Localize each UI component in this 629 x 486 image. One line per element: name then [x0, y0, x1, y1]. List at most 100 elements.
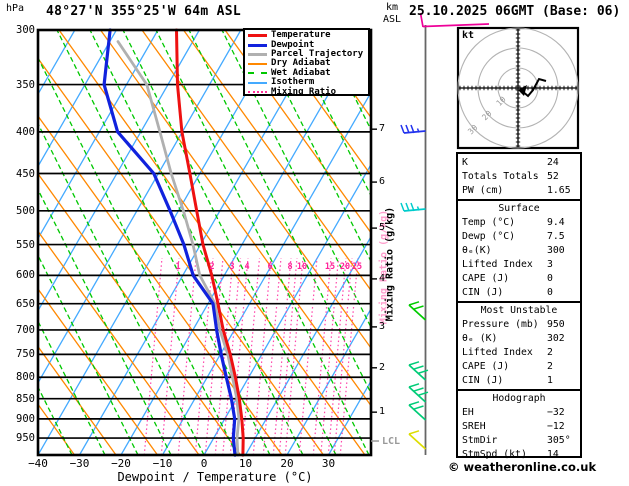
x-axis-title: Dewpoint / Temperature (°C) — [117, 470, 313, 484]
legend-item-wet-adiabat: Wet Adiabat — [248, 67, 368, 78]
hodograph-trace — [521, 77, 547, 98]
copyright-footer: © weatheronline.co.uk — [448, 460, 597, 474]
temp-tick-label-0: 0 — [200, 457, 208, 470]
wind-barb — [408, 301, 427, 321]
mixing-ratio-value-8: 8 — [287, 262, 293, 272]
legend-item-label: Mixing Ratio — [271, 86, 337, 97]
stat-row: θₑ (K) 302 — [458, 332, 580, 346]
stat-row: EH −32 — [458, 406, 580, 420]
stat-value: 7.5 — [547, 231, 565, 242]
stat-value: 2 — [547, 361, 553, 372]
dewpoint-curve — [102, 28, 237, 457]
stat-row: Lifted Index 2 — [458, 346, 580, 360]
hodograph-unit-label: kt — [462, 30, 475, 41]
stat-label: θₑ (K) — [462, 333, 498, 344]
lcl-marker-label: LCL — [382, 436, 401, 447]
indices-panel: K 24 Totals Totals 52 PW (cm) 1.65 Surface Temp… — [456, 152, 582, 460]
stat-row: PW (cm) 1.65 — [458, 184, 580, 198]
stat-label: SREH — [462, 421, 486, 432]
stat-value: 9.4 — [547, 217, 565, 228]
pressure-axis-unit: hPa — [6, 3, 25, 14]
station-title: 48°27'N 355°25'W 64m ASL — [46, 4, 242, 19]
stat-row: Dewp (°C) 7.5 — [458, 230, 580, 244]
stat-row: CAPE (J) 2 — [458, 360, 580, 374]
legend-item-label: Dewpoint — [271, 39, 315, 50]
stat-value: 950 — [547, 319, 565, 330]
pressure-tick-label-550: 550 — [16, 238, 35, 251]
legend-item-dewpoint: Dewpoint — [248, 40, 368, 49]
stat-value: 24 — [547, 157, 559, 168]
mixing-ratio-value-4: 4 — [244, 262, 250, 272]
mixing-ratio-value-25: 25 — [351, 262, 363, 272]
stat-row: CIN (J) 1 — [458, 374, 580, 388]
stat-value: 1.65 — [547, 185, 571, 196]
km-tick-label-3: 3 — [379, 320, 386, 332]
pressure-tick-label-850: 850 — [16, 392, 35, 405]
stat-value: 302 — [547, 333, 565, 344]
legend-line-sample — [248, 91, 267, 94]
temp-tick-label-10: 10 — [238, 457, 253, 470]
stat-value: 0 — [547, 287, 553, 298]
pressure-tick-label-950: 950 — [16, 432, 35, 445]
valid-date-title: 25.10.2025 06GMT (Base: 06) — [409, 4, 621, 19]
panel-section-header: Most Unstable — [458, 301, 580, 318]
legend-item-temperature: Temperature — [248, 31, 368, 40]
wind-barb — [408, 401, 427, 421]
temp-tick-label--10: −10 — [152, 457, 173, 470]
panel-section-header: Surface — [458, 199, 580, 216]
stat-label: K — [462, 157, 468, 168]
stat-row: Totals Totals 52 — [458, 170, 580, 184]
km-ticks — [371, 128, 379, 442]
stat-row: CAPE (J) 0 — [458, 272, 580, 286]
pressure-tick-label-700: 700 — [16, 323, 35, 336]
stat-value: 2 — [547, 347, 553, 358]
wind-barb — [408, 361, 429, 381]
panel-section-header: Hodograph — [458, 389, 580, 406]
legend-item-label: Wet Adiabat — [271, 67, 331, 78]
stat-value: 300 — [547, 245, 565, 256]
pressure-tick-label-750: 750 — [16, 348, 35, 361]
wind-barb — [400, 124, 426, 134]
stat-value: 305° — [547, 435, 571, 446]
stat-row: Pressure (mb) 950 — [458, 318, 580, 332]
stat-row: K 24 — [458, 156, 580, 170]
stat-row: SREH −12 — [458, 420, 580, 434]
stat-label: Temp (°C) — [462, 217, 516, 228]
mixing-ratio-value-10: 10 — [296, 262, 308, 272]
legend-line-sample — [248, 81, 267, 84]
legend-line-sample — [248, 72, 267, 75]
mixing-ratio-value-3: 3 — [229, 262, 235, 272]
legend-line-sample — [248, 62, 267, 65]
temp-tick-label-20: 20 — [280, 457, 294, 470]
stat-label: EH — [462, 407, 474, 418]
temp-tick-label-30: 30 — [321, 457, 336, 470]
stat-row: StmDir 305° — [458, 434, 580, 448]
pressure-tick-label-500: 500 — [16, 204, 35, 217]
stat-label: CAPE (J) — [462, 361, 510, 372]
temp-tick-label--20: −20 — [111, 457, 131, 470]
stat-label: StmDir — [462, 435, 498, 446]
legend-box: Temperature Dewpoint Parcel Trajectory Dry … — [243, 28, 370, 96]
legend-item-mixing-ratio: Mixing Ratio — [248, 87, 368, 96]
stat-value: 3 — [547, 259, 553, 270]
km-tick-label-4: 4 — [379, 272, 386, 284]
legend-item-label: Isotherm — [271, 77, 315, 88]
altitude-axis-ref: ASL — [383, 14, 402, 25]
km-tick-label-5: 5 — [379, 222, 386, 234]
pressure-tick-label-900: 900 — [16, 412, 35, 425]
legend-item-label: Parcel Trajectory — [271, 48, 364, 59]
stat-value: 1 — [547, 375, 553, 386]
altitude-axis-unit: km — [386, 2, 399, 13]
mixing-ratio-value-20: 20 — [339, 262, 351, 272]
pressure-tick-label-650: 650 — [16, 297, 35, 310]
stat-label: Totals Totals — [462, 171, 539, 182]
wind-barb — [408, 430, 427, 450]
pressure-tick-label-450: 450 — [16, 167, 35, 180]
legend-line-sample — [248, 43, 267, 47]
stat-label: θₑ(K) — [462, 245, 492, 256]
km-tick-label-7: 7 — [379, 123, 386, 135]
stat-value: 14 — [547, 449, 559, 460]
stat-row: StmSpd (kt) 14 — [458, 448, 580, 462]
temp-tick-label--30: −30 — [69, 457, 90, 470]
